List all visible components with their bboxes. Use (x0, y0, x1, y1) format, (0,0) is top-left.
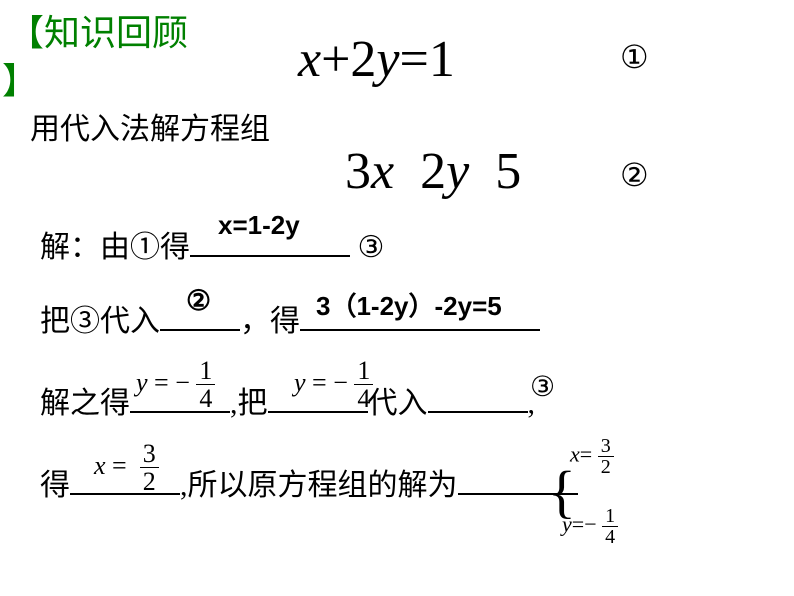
blank-6 (428, 378, 528, 413)
step4-mid: ,所以原方程组的解为 (180, 469, 458, 502)
answer-2-circle: ② (186, 284, 211, 317)
math-y-1: y = − 1 4 (136, 357, 215, 413)
step1-prefix: 解：由①得 (40, 231, 190, 264)
sol-den-2: 2 (598, 457, 614, 477)
step2-prefix: 把③代入 (40, 305, 160, 338)
solution-y: y=− 1 4 (562, 506, 618, 547)
sol-x-var: x (570, 442, 580, 467)
num-1: 1 (196, 357, 215, 385)
fraction-3-2: 3 2 (140, 440, 159, 496)
math-x: x = 3 2 (94, 440, 159, 496)
label-3: ③ (358, 231, 385, 264)
eq-sign-2: = (312, 368, 327, 397)
sol-den-4: 4 (602, 527, 618, 547)
neg-sign: − (175, 368, 190, 397)
step4-prefix: 得 (40, 469, 70, 502)
eq1-y: y (376, 31, 399, 88)
equation-label-1: ① (620, 38, 649, 76)
num-3: 3 (140, 440, 159, 468)
problem-statement: 用代入法解方程组 (30, 104, 270, 148)
den-4b: 4 (354, 385, 373, 412)
label-3-right: ③ (530, 370, 555, 404)
equation-1: x+2y=1 (298, 30, 455, 89)
den-4: 4 (196, 385, 215, 412)
eq-sign-3: = (112, 451, 127, 480)
eq1-num2: 2 (350, 31, 376, 88)
eq1-rhs: 1 (429, 31, 455, 88)
eq1-x: x (298, 31, 321, 88)
den-2: 2 (140, 468, 159, 495)
section-title-end: 】 (2, 52, 38, 104)
step-1: 解：由①得 ③ (40, 222, 384, 266)
answer-1: x=1-2y (218, 210, 300, 241)
y-var-2: y (294, 368, 306, 397)
neg-sign-2: − (333, 368, 348, 397)
math-y-2: y = − 1 4 (294, 357, 373, 413)
eq2-x: x (371, 143, 394, 200)
section-title: 【知识回顾 (8, 4, 188, 56)
plus-sign: + (321, 31, 350, 88)
equation-label-2: ② (620, 156, 649, 194)
eq2-3: 3 (345, 143, 371, 200)
fraction-1-4: 1 4 (196, 357, 215, 413)
equation-2: 3x 2y 5 (345, 142, 521, 201)
y-var: y (136, 368, 148, 397)
eq2-5: 5 (495, 143, 521, 200)
eq1-eq: = (400, 31, 429, 88)
step3-prefix: 解之得 (40, 387, 130, 420)
fraction-1-4-b: 1 4 (354, 357, 373, 413)
step2-mid: ，得 (240, 305, 300, 338)
eq2-y: y (446, 143, 469, 200)
eq-sign: = (154, 368, 169, 397)
sol-neg: − (584, 512, 596, 537)
sol-eq-2: = (572, 512, 584, 537)
step-3: 解之得,把代入, (40, 378, 535, 422)
sol-frac-3-2: 3 2 (598, 436, 614, 477)
step3-after: 代入 (368, 387, 428, 420)
sol-eq-1: = (580, 442, 592, 467)
sol-frac-1-4: 1 4 (602, 506, 618, 547)
solution-x: x= 3 2 (570, 436, 614, 477)
sol-num-3: 3 (598, 436, 614, 457)
step3-mid: ,把 (230, 387, 268, 420)
sol-y-var: y (562, 512, 572, 537)
x-var: x (94, 451, 106, 480)
num-1b: 1 (354, 357, 373, 385)
sol-num-1: 1 (602, 506, 618, 527)
eq2-2: 2 (420, 143, 446, 200)
answer-2-equation: 3（1-2y）-2y=5 (316, 286, 502, 323)
